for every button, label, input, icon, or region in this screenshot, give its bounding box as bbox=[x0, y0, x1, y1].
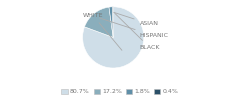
Wedge shape bbox=[84, 7, 113, 37]
Text: BLACK: BLACK bbox=[115, 13, 160, 50]
Legend: 80.7%, 17.2%, 1.8%, 0.4%: 80.7%, 17.2%, 1.8%, 0.4% bbox=[59, 86, 181, 97]
Wedge shape bbox=[83, 7, 144, 68]
Text: HISPANIC: HISPANIC bbox=[100, 18, 168, 38]
Wedge shape bbox=[112, 7, 113, 37]
Text: ASIAN: ASIAN bbox=[114, 12, 159, 26]
Wedge shape bbox=[109, 7, 113, 37]
Text: WHITE: WHITE bbox=[83, 13, 122, 50]
